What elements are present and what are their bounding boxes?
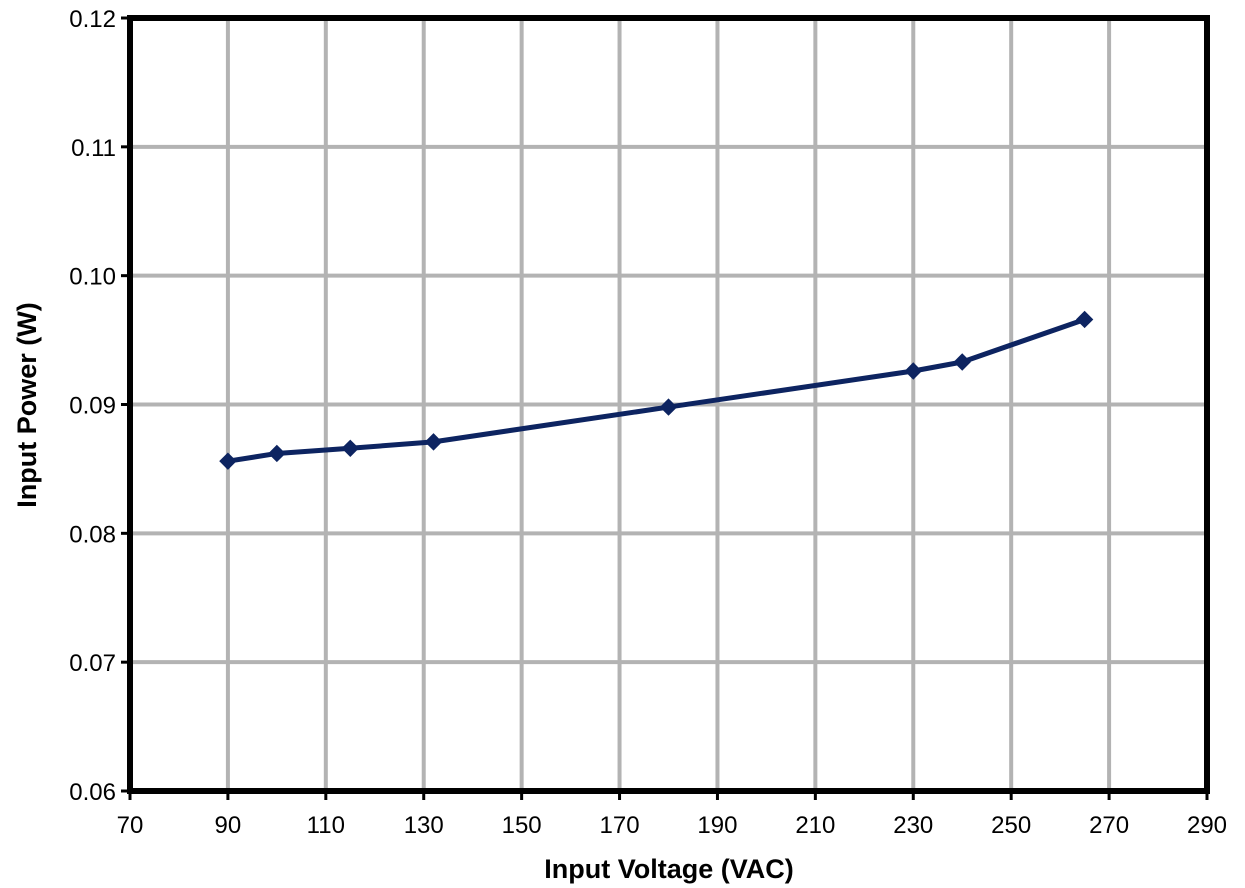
x-axis-title: Input Voltage (VAC)	[544, 854, 793, 884]
series-line	[225, 316, 1088, 464]
x-tick-label: 150	[502, 812, 542, 839]
y-axis-title: Input Power (W)	[12, 302, 42, 507]
x-tick-label: 270	[1089, 812, 1129, 839]
data-point-marker	[904, 362, 922, 380]
x-tick-label: 110	[307, 812, 345, 839]
tick-labels: 70 90 110 130 150 170 190 210 230 250 270 290 0.06 0.…	[69, 6, 1227, 839]
data-point-marker	[219, 452, 237, 470]
y-tick-label: 0.06	[69, 779, 116, 806]
x-tick-label: 70	[117, 812, 144, 839]
x-tick-label: 250	[991, 812, 1031, 839]
x-tick-label: 230	[893, 812, 933, 839]
y-tick-label: 0.07	[69, 650, 116, 677]
data-point-marker	[659, 398, 678, 416]
x-tick-label: 190	[697, 812, 737, 839]
y-tick-label: 0.09	[69, 393, 116, 420]
y-tick-label: 0.08	[69, 521, 116, 548]
data-point-marker	[424, 433, 443, 451]
data-point-marker	[268, 444, 286, 463]
series-layer	[219, 310, 1094, 470]
data-point-marker	[341, 439, 360, 458]
x-tick-label: 290	[1187, 812, 1227, 839]
y-tick-label: 0.10	[69, 264, 116, 291]
y-tick-label: 0.11	[71, 135, 116, 162]
x-tick-label: 210	[795, 812, 835, 839]
x-tick-label: 90	[215, 812, 242, 839]
data-point-marker	[953, 353, 971, 371]
x-tick-label: 130	[404, 812, 444, 839]
y-tick-label: 0.12	[69, 6, 116, 33]
data-point-marker	[1075, 310, 1094, 329]
x-tick-label: 170	[600, 812, 640, 839]
axis-ticks	[121, 16, 1209, 800]
